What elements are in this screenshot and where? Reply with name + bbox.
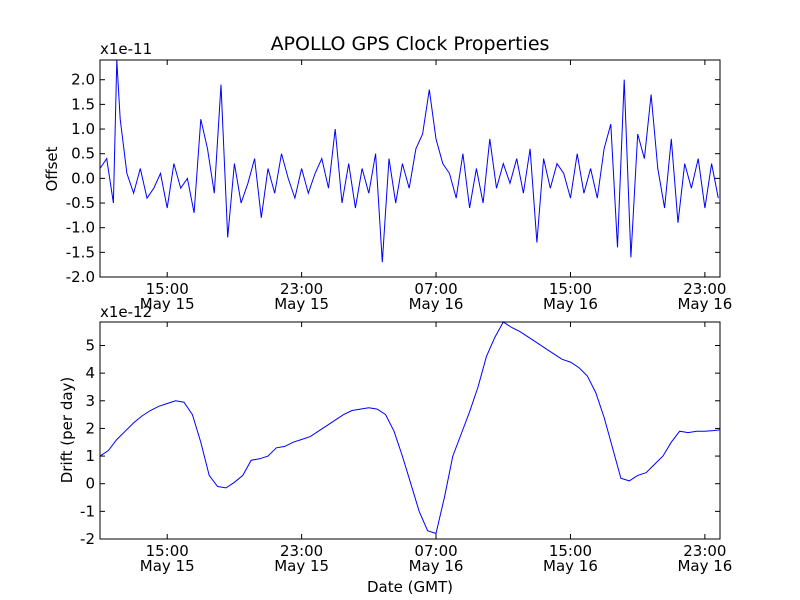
figure-title: APOLLO GPS Clock Properties [271, 33, 550, 55]
offset-x-tick-date: May 16 [409, 295, 464, 313]
offset-x-tick-date: May 15 [140, 295, 195, 313]
offset-chart: x1e-11 Offset -2.0 -1.5 -1.0 -0.5 0.0 0.5 1.0 1… [43, 40, 732, 313]
x-axis-label: Date (GMT) [367, 578, 453, 596]
drift-x-tick-time: 15:00 [549, 542, 592, 560]
drift-y-tick-label: 2 [85, 419, 95, 437]
offset-y-tick-label: 0.0 [71, 169, 95, 187]
drift-plot-frame [99, 321, 721, 540]
drift-x-tick-time: 23:00 [683, 542, 726, 560]
drift-multiplier: x1e-12 [100, 303, 152, 321]
offset-x-tick-time: 23:00 [280, 280, 323, 298]
drift-y-tick-label: 0 [85, 475, 95, 493]
drift-ylabel: Drift (per day) [58, 377, 76, 484]
offset-x-tick-time: 07:00 [414, 280, 457, 298]
offset-y-ticks: -2.0 -1.5 -1.0 -0.5 0.0 0.5 1.0 1.5 2.0 [66, 71, 720, 286]
drift-x-tick-date: May 16 [677, 557, 732, 575]
drift-y-tick-label: 4 [85, 364, 95, 382]
offset-x-tick-date: May 16 [543, 295, 598, 313]
drift-x-tick-time: 15:00 [146, 542, 189, 560]
drift-x-tick-time: 07:00 [414, 542, 457, 560]
offset-ylabel: Offset [43, 146, 61, 191]
drift-y-tick-label: 3 [85, 392, 95, 410]
drift-x-tick-date: May 15 [140, 557, 195, 575]
offset-y-tick-label: 1.0 [71, 120, 95, 138]
offset-y-tick-label: -1.0 [66, 219, 95, 237]
drift-y-tick-label: -2 [80, 530, 95, 548]
offset-series-line [99, 59, 719, 263]
drift-x-tick-date: May 16 [543, 557, 598, 575]
offset-y-tick-label: 0.5 [71, 145, 95, 163]
drift-x-tick-time: 23:00 [280, 542, 323, 560]
drift-y-tick-label: 1 [85, 447, 95, 465]
drift-y-tick-label: -1 [80, 502, 95, 520]
offset-y-tick-label: 2.0 [71, 71, 95, 89]
drift-y-tick-label: 5 [85, 336, 95, 354]
offset-multiplier: x1e-11 [100, 40, 152, 58]
offset-x-tick-time: 15:00 [549, 280, 592, 298]
drift-y-ticks: -2 -1 0 1 2 3 4 5 [80, 336, 720, 548]
offset-y-tick-label: -1.5 [66, 243, 95, 261]
drift-series-line [99, 321, 721, 535]
offset-y-tick-label: -2.0 [66, 268, 95, 286]
offset-x-tick-date: May 15 [274, 295, 329, 313]
drift-x-tick-date: May 15 [274, 557, 329, 575]
offset-y-tick-label: -0.5 [66, 194, 95, 212]
offset-x-tick-time: 23:00 [683, 280, 726, 298]
offset-plot-frame [99, 59, 721, 278]
offset-x-tick-time: 15:00 [146, 280, 189, 298]
offset-x-tick-date: May 16 [677, 295, 732, 313]
offset-y-tick-label: 1.5 [71, 95, 95, 113]
drift-x-tick-date: May 16 [409, 557, 464, 575]
